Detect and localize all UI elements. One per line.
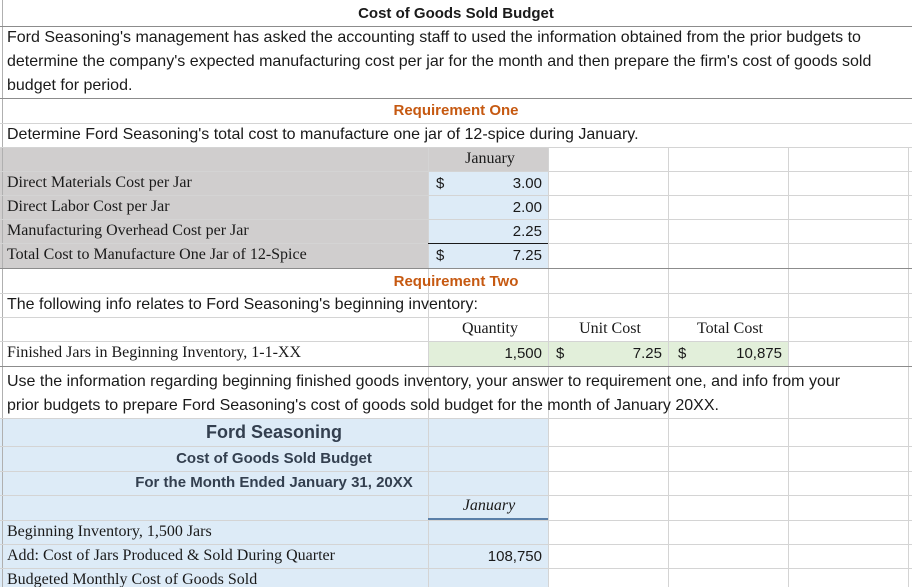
req1-heading: Requirement One bbox=[393, 102, 519, 119]
budget-row-label: Budgeted Monthly Cost of Goods Sold bbox=[7, 571, 258, 587]
req1-row-label: Manufacturing Overhead Cost per Jar bbox=[7, 222, 249, 239]
req1-total-label: Total Cost to Manufacture One Jar of 12-… bbox=[7, 246, 307, 263]
budget-row-value[interactable] bbox=[430, 524, 542, 544]
budget-row-value[interactable] bbox=[430, 572, 542, 587]
grid-col-e bbox=[788, 147, 789, 587]
currency-symbol: $ bbox=[556, 345, 565, 362]
budget-title: Cost of Goods Sold Budget bbox=[176, 450, 372, 467]
req1-header-block bbox=[428, 147, 548, 171]
row-line-12 bbox=[0, 341, 912, 342]
intro-line-1: Ford Seasoning's management has asked th… bbox=[7, 29, 861, 46]
row-line-7 bbox=[0, 219, 912, 220]
row-line-5 bbox=[0, 171, 912, 172]
req2-instructions-line-1: Use the information regarding beginning … bbox=[7, 373, 841, 390]
row-line-16 bbox=[0, 471, 912, 472]
row-line-17 bbox=[0, 495, 912, 496]
budget-company: Ford Seasoning bbox=[205, 422, 342, 442]
inventory-unit-cost: 7.25 bbox=[632, 345, 662, 362]
row-line-1 bbox=[0, 26, 912, 27]
row-line-6 bbox=[0, 195, 912, 196]
subtotal-rule bbox=[428, 243, 548, 244]
row-line-13 bbox=[0, 366, 912, 367]
sheet-title: Cost of Goods Sold Budget bbox=[358, 5, 554, 22]
row-line-20 bbox=[0, 568, 912, 569]
req1-total-value: 7.25 bbox=[512, 247, 542, 264]
row-line-15 bbox=[0, 446, 912, 447]
req1-row-value: 3.00 bbox=[512, 175, 542, 192]
budget-row-label: Add: Cost of Jars Produced & Sold During… bbox=[7, 547, 335, 564]
inventory-quantity: 1,500 bbox=[504, 345, 542, 362]
header-unit-cost: Unit Cost bbox=[579, 320, 641, 337]
row-line-10 bbox=[0, 293, 912, 294]
inventory-values-block bbox=[428, 341, 788, 366]
row-line-9 bbox=[0, 268, 912, 269]
req2-prompt: The following info relates to Ford Seaso… bbox=[7, 296, 478, 313]
row-line-3 bbox=[0, 123, 912, 124]
currency-symbol: $ bbox=[436, 247, 445, 264]
row-line-19 bbox=[0, 544, 912, 545]
req2-heading: Requirement Two bbox=[393, 273, 519, 290]
budget-column-header: January bbox=[462, 497, 516, 514]
currency-symbol: $ bbox=[436, 175, 445, 192]
req1-row-label: Direct Materials Cost per Jar bbox=[7, 174, 192, 191]
req1-row-label: Direct Labor Cost per Jar bbox=[7, 198, 170, 215]
grid-col-c bbox=[548, 147, 549, 587]
budget-period: For the Month Ended January 31, 20XX bbox=[135, 474, 413, 491]
grid-col-b bbox=[428, 147, 429, 587]
inventory-total-cost: 10,875 bbox=[736, 345, 782, 362]
req2-instructions-line-2: prior budgets to prepare Ford Seasoning'… bbox=[7, 397, 719, 414]
intro-line-2: determine the company's expected manufac… bbox=[7, 53, 872, 70]
inventory-label: Finished Jars in Beginning Inventory, 1-… bbox=[7, 344, 302, 361]
budget-header-rule bbox=[428, 518, 548, 520]
row-line-11 bbox=[0, 317, 912, 318]
currency-symbol: $ bbox=[678, 345, 687, 362]
header-total-cost: Total Cost bbox=[697, 320, 763, 337]
intro-line-3: budget for period. bbox=[7, 77, 133, 94]
req1-column-header: January bbox=[465, 150, 515, 167]
req1-row-value: 2.25 bbox=[512, 223, 542, 240]
req1-label-block bbox=[0, 147, 428, 268]
grid-col-d bbox=[668, 147, 669, 587]
row-line-18 bbox=[0, 520, 912, 521]
row-line-4 bbox=[0, 147, 912, 148]
row-line-14 bbox=[0, 418, 912, 419]
budget-row-label: Beginning Inventory, 1,500 Jars bbox=[7, 523, 212, 540]
budget-row-value[interactable]: 108,750 bbox=[487, 548, 542, 565]
header-quantity: Quantity bbox=[462, 320, 518, 337]
row-line-2 bbox=[0, 98, 912, 99]
grid-col-f bbox=[908, 147, 909, 587]
req1-row-value: 2.00 bbox=[512, 199, 542, 216]
req1-prompt: Determine Ford Seasoning's total cost to… bbox=[7, 126, 639, 143]
